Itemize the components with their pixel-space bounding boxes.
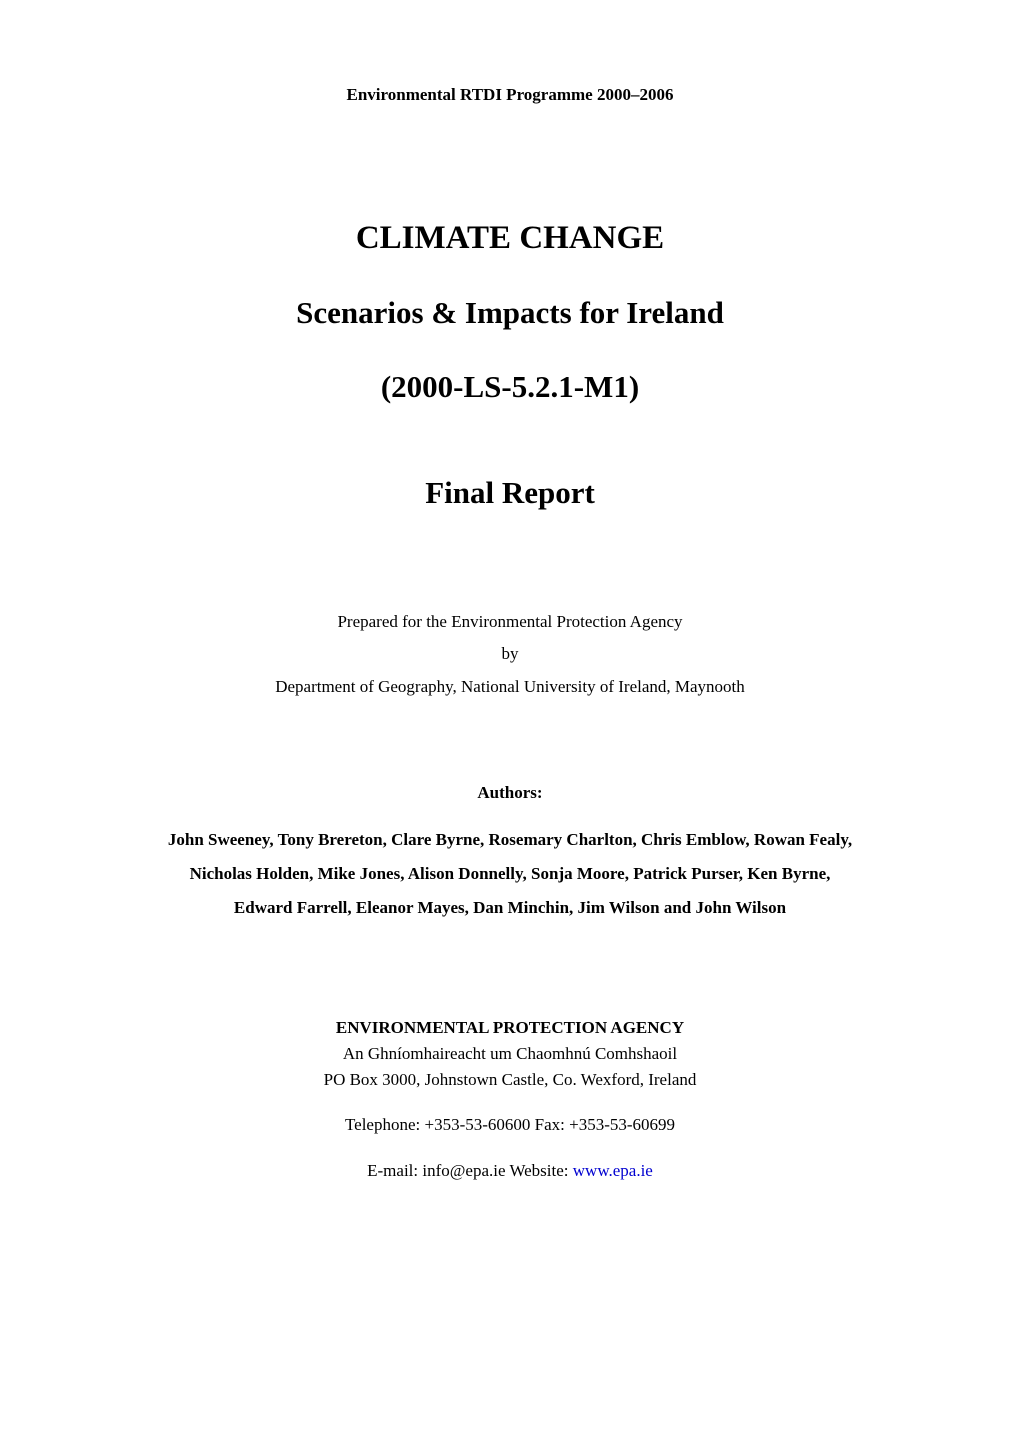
agency-name: ENVIRONMENTAL PROTECTION AGENCY [115,1015,905,1041]
agency-block: ENVIRONMENTAL PROTECTION AGENCY An Ghnío… [115,1015,905,1184]
authors-list: John Sweeney, Tony Brereton, Clare Byrne… [115,823,905,925]
prepared-for: Prepared for the Environmental Protectio… [115,606,905,638]
agency-email-website: E-mail: info@epa.ie Website: www.epa.ie [115,1158,905,1184]
prepared-by-word: by [115,638,905,670]
document-page: Environmental RTDI Programme 2000–2006 C… [0,0,1020,1441]
final-report-heading: Final Report [115,475,905,511]
title-subtitle: Scenarios & Impacts for Ireland [115,295,905,331]
authors-line-3: Edward Farrell, Eleanor Mayes, Dan Minch… [115,891,905,925]
agency-website-link[interactable]: www.epa.ie [573,1161,653,1180]
title-code: (2000-LS-5.2.1-M1) [115,369,905,405]
agency-address: PO Box 3000, Johnstown Castle, Co. Wexfo… [115,1067,905,1093]
prepared-block: Prepared for the Environmental Protectio… [115,606,905,703]
agency-email-prefix: E-mail: info@epa.ie Website: [367,1161,573,1180]
programme-line: Environmental RTDI Programme 2000–2006 [115,85,905,105]
authors-heading: Authors: [115,783,905,803]
authors-line-2: Nicholas Holden, Mike Jones, Alison Donn… [115,857,905,891]
agency-irish-name: An Ghníomhaireacht um Chaomhnú Comhshaoi… [115,1041,905,1067]
authors-line-1: John Sweeney, Tony Brereton, Clare Byrne… [115,823,905,857]
agency-phone-fax: Telephone: +353-53-60600 Fax: +353-53-60… [115,1112,905,1138]
prepared-by-org: Department of Geography, National Univer… [115,671,905,703]
title-main: CLIMATE CHANGE [115,220,905,257]
